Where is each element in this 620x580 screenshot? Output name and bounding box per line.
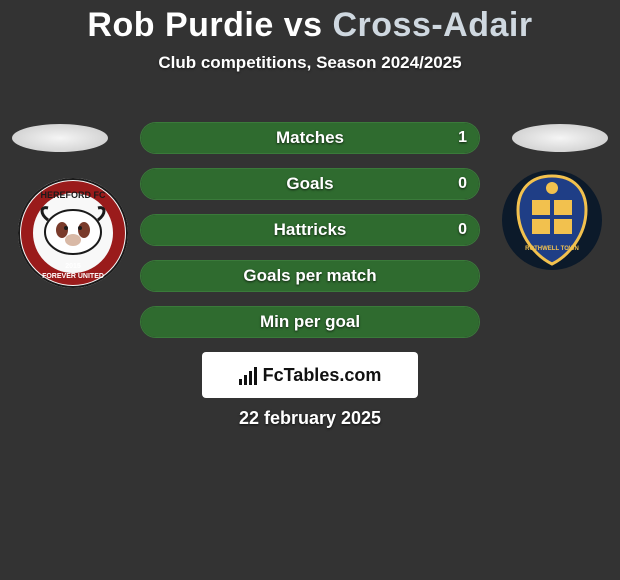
title-separator: vs <box>284 6 323 44</box>
bar-chart-icon <box>239 365 257 385</box>
title-player-left: Rob Purdie <box>87 6 273 44</box>
stat-row: Matches1 <box>140 122 480 154</box>
stats-panel: Matches1Goals0Hattricks0Goals per matchM… <box>140 122 480 352</box>
title-player-right: Cross-Adair <box>332 6 532 44</box>
stat-label: Goals per match <box>141 261 479 291</box>
date-text: 22 february 2025 <box>0 408 620 429</box>
stat-row: Goals0 <box>140 168 480 200</box>
svg-text:2015: 2015 <box>65 263 81 270</box>
stat-label: Goals <box>141 169 479 199</box>
page-title: Rob Purdie vs Cross-Adair <box>0 0 620 45</box>
stat-value-right: 0 <box>458 215 467 245</box>
stat-label: Min per goal <box>141 307 479 337</box>
subtitle: Club competitions, Season 2024/2025 <box>0 53 620 73</box>
brand-text: FcTables.com <box>263 365 382 386</box>
stat-value-right: 1 <box>458 123 467 153</box>
club-badge-right: ROTHWELL TOWN <box>502 170 602 270</box>
stat-label: Matches <box>141 123 479 153</box>
svg-text:HEREFORD FC: HEREFORD FC <box>41 190 107 200</box>
stat-row: Min per goal <box>140 306 480 338</box>
stat-label: Hattricks <box>141 215 479 245</box>
club-badge-left: HEREFORD FC FOREVER UNITED 2015 <box>18 178 128 288</box>
brand-badge: FcTables.com <box>202 352 418 398</box>
svg-text:FOREVER UNITED: FOREVER UNITED <box>42 273 104 280</box>
player-photo-placeholder-right <box>512 124 608 152</box>
stat-value-right: 0 <box>458 169 467 199</box>
player-photo-placeholder-left <box>12 124 108 152</box>
stat-row: Goals per match <box>140 260 480 292</box>
svg-text:ROTHWELL TOWN: ROTHWELL TOWN <box>525 246 579 252</box>
stat-row: Hattricks0 <box>140 214 480 246</box>
